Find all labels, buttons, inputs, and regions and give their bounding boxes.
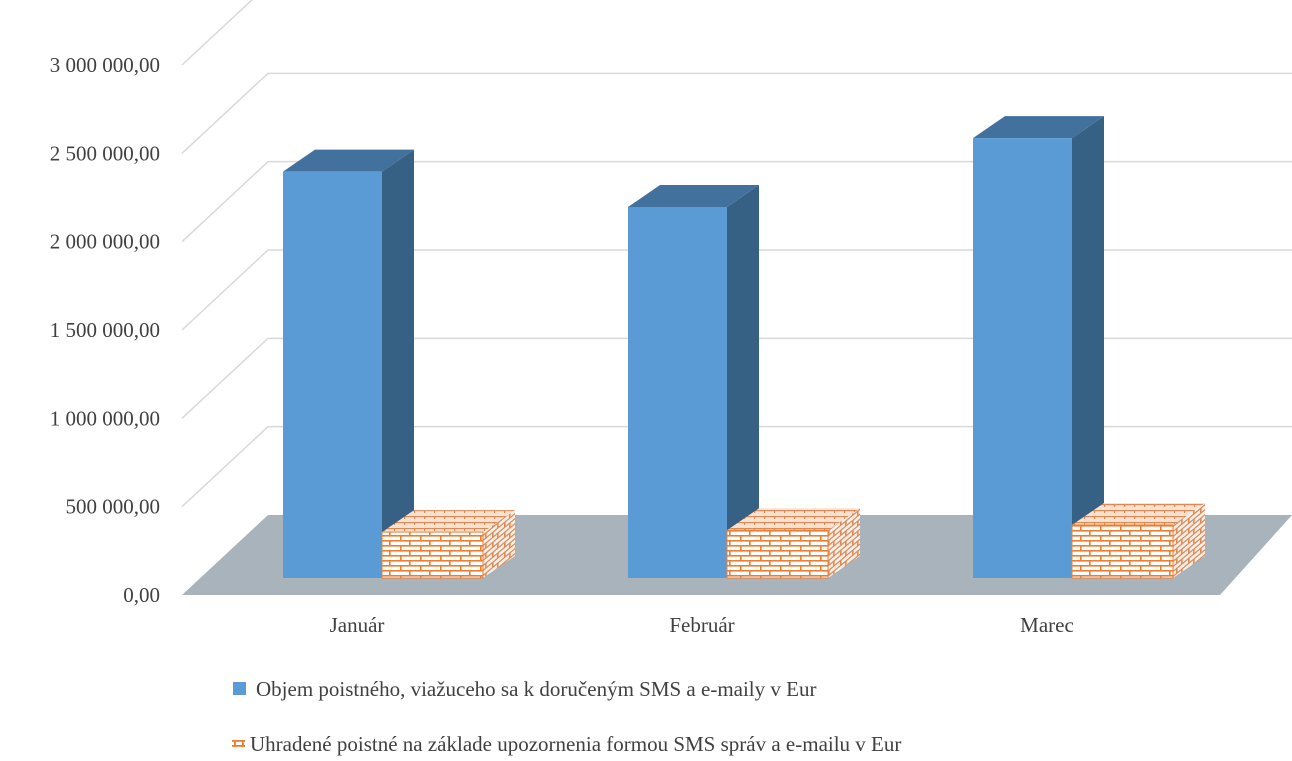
legend-label: Uhradené poistné na základe upozornenia … bbox=[250, 732, 901, 756]
bar-top bbox=[628, 185, 759, 207]
y-tick-label: 2 000 000,00 bbox=[50, 230, 160, 254]
legend-item-series1: Objem poistného, viažuceho sa k doručený… bbox=[233, 677, 816, 701]
gridline bbox=[181, 249, 1292, 331]
bar-front bbox=[726, 529, 829, 579]
x-category-label: Február bbox=[669, 613, 734, 637]
bar-series1 bbox=[973, 116, 1104, 578]
bar-series2 bbox=[726, 508, 860, 579]
bar-top bbox=[727, 508, 860, 531]
gridline bbox=[181, 337, 1292, 419]
bar-side bbox=[382, 149, 414, 578]
legend-item-series2: Uhradené poistné na základe upozornenia … bbox=[232, 732, 901, 756]
bar-top bbox=[973, 116, 1104, 139]
x-axis-categories: Január Február Marec bbox=[330, 613, 1074, 637]
bar-front bbox=[973, 138, 1072, 578]
legend-label: Objem poistného, viažuceho sa k doručený… bbox=[256, 677, 816, 701]
gridlines bbox=[181, 0, 1292, 508]
bar-top bbox=[1072, 503, 1205, 525]
bar-top bbox=[382, 510, 515, 533]
bar-side bbox=[828, 508, 860, 578]
gridline bbox=[181, 0, 253, 66]
y-tick-label: 500 000,00 bbox=[66, 495, 161, 519]
bar-side bbox=[483, 510, 515, 578]
bar-front bbox=[1071, 524, 1174, 579]
bar-front bbox=[381, 531, 484, 579]
gridline bbox=[181, 425, 1292, 508]
bar-top bbox=[283, 149, 414, 172]
bar-series2 bbox=[381, 510, 515, 579]
y-tick-label: 1 500 000,00 bbox=[50, 318, 160, 342]
y-tick-label: 2 500 000,00 bbox=[50, 141, 160, 165]
y-axis-ticks: 0,00 500 000,00 1 000 000,00 1 500 000,00 2 … bbox=[50, 53, 160, 607]
gridline bbox=[181, 72, 1292, 154]
bar-side bbox=[1173, 503, 1205, 578]
bar-side bbox=[727, 185, 759, 578]
bars bbox=[283, 116, 1205, 579]
bar-front bbox=[628, 207, 727, 578]
bar-series1 bbox=[628, 185, 759, 578]
bar-front bbox=[283, 171, 382, 578]
legend: Objem poistného, viažuceho sa k doručený… bbox=[232, 677, 901, 756]
legend-swatch bbox=[232, 740, 245, 747]
x-category-label: Marec bbox=[1020, 613, 1074, 637]
bar-series2 bbox=[1071, 503, 1205, 579]
y-tick-label: 0,00 bbox=[123, 583, 160, 607]
y-tick-label: 3 000 000,00 bbox=[50, 53, 160, 77]
x-category-label: Január bbox=[330, 613, 385, 637]
bar-side bbox=[1072, 116, 1104, 578]
legend-swatch bbox=[233, 682, 246, 695]
bar-series1 bbox=[283, 149, 414, 578]
y-tick-label: 1 000 000,00 bbox=[50, 406, 160, 430]
gridline bbox=[181, 160, 1292, 243]
